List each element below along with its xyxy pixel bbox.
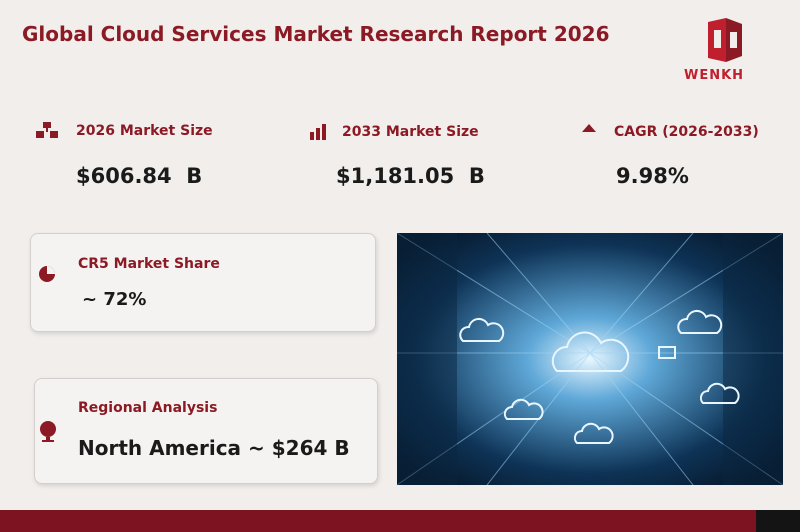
- stat-label: 2033 Market Size: [342, 124, 479, 140]
- stat-label: CAGR (2026-2033): [614, 124, 759, 140]
- footer-band: [0, 510, 800, 532]
- footer-block: [756, 510, 800, 532]
- logo-text: WENKH: [684, 68, 745, 83]
- stat-label: 2026 Market Size: [76, 123, 213, 139]
- card-label: CR5 Market Share: [78, 256, 220, 272]
- card-value: North America ~ $264 B: [78, 436, 350, 460]
- stat-value: $606.84 B: [76, 164, 203, 188]
- icon: [582, 124, 596, 132]
- icon: [310, 124, 326, 140]
- card-label: Regional Analysis: [78, 400, 218, 416]
- card-value: ~ 72%: [82, 289, 147, 310]
- stat-value: 9.98%: [616, 164, 689, 188]
- icon: [39, 266, 55, 282]
- icon: [40, 421, 56, 442]
- card: [30, 233, 376, 332]
- logo-icon: [708, 18, 742, 62]
- title: Global Cloud Services Market Research Re…: [22, 22, 610, 46]
- hero-image: [397, 233, 783, 485]
- icon: [36, 122, 58, 138]
- card: [34, 378, 378, 484]
- stat-value: $1,181.05 B: [336, 164, 485, 188]
